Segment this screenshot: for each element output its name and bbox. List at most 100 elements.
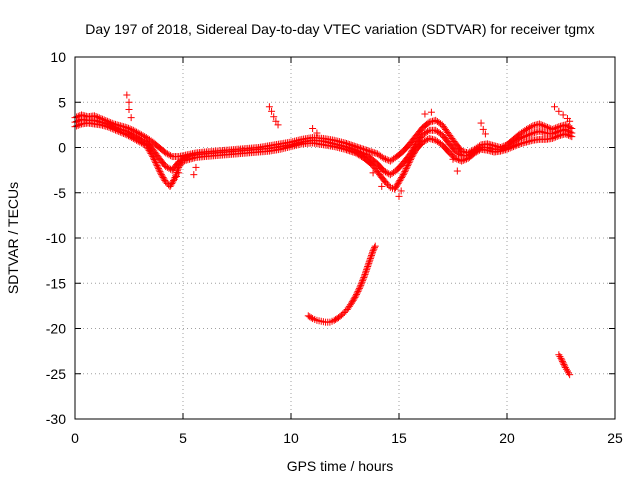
data-point	[380, 167, 388, 175]
data-point	[566, 117, 574, 125]
data-point	[360, 274, 368, 282]
data-point	[107, 121, 115, 129]
data-point	[133, 133, 141, 141]
data-point	[343, 143, 351, 151]
data-point	[365, 259, 373, 267]
data-point	[339, 310, 347, 318]
data-point	[481, 130, 489, 138]
x-tick-label: 0	[71, 430, 79, 446]
data-point	[129, 131, 137, 139]
data-point	[344, 144, 352, 152]
data-point	[127, 114, 135, 122]
data-point	[351, 293, 359, 301]
data-point	[471, 147, 479, 155]
data-point	[190, 171, 198, 179]
data-point	[395, 178, 403, 186]
x-tick-label: 25	[607, 430, 623, 446]
y-tick-label: -5	[54, 185, 67, 201]
data-point	[398, 172, 406, 180]
x-axis-label: GPS time / hours	[287, 458, 394, 474]
data-point	[369, 248, 377, 256]
data-point	[565, 127, 573, 135]
data-point	[524, 131, 532, 139]
data-point	[396, 176, 404, 184]
data-point	[309, 124, 317, 132]
data-point	[353, 290, 361, 298]
data-point	[383, 169, 391, 177]
data-point	[516, 134, 524, 142]
data-point	[151, 157, 159, 165]
data-point	[522, 125, 530, 133]
data-point	[544, 123, 551, 131]
data-point	[551, 103, 559, 111]
data-point	[162, 163, 170, 171]
data-point	[539, 121, 547, 129]
data-point	[402, 165, 410, 173]
data-point	[166, 182, 174, 190]
data-point	[265, 103, 273, 111]
data-point	[453, 167, 461, 175]
data-point	[565, 369, 573, 377]
grid-lines	[75, 57, 615, 419]
data-point	[382, 155, 389, 163]
data-point	[152, 159, 160, 167]
data-point	[274, 121, 282, 129]
y-tick-label: -20	[46, 321, 66, 337]
data-point	[349, 296, 357, 304]
data-point	[406, 151, 414, 159]
data-point	[370, 245, 378, 253]
data-point	[397, 175, 405, 183]
data-point	[407, 148, 415, 156]
data-point	[558, 357, 566, 365]
x-tick-label: 5	[179, 430, 187, 446]
data-point	[562, 365, 570, 373]
data-point	[182, 153, 190, 161]
data-point	[527, 123, 535, 131]
data-point	[124, 128, 132, 136]
y-tick-label: 5	[58, 94, 66, 110]
data-point	[378, 153, 386, 161]
data-point	[401, 168, 409, 176]
data-point	[152, 160, 160, 168]
data-point	[350, 146, 358, 154]
data-point	[125, 98, 133, 106]
x-tick-label: 10	[283, 430, 299, 446]
data-point	[518, 134, 526, 142]
data-point	[367, 148, 375, 156]
data-point	[566, 128, 574, 136]
data-point	[362, 269, 370, 277]
data-point	[371, 242, 379, 250]
data-point	[168, 180, 176, 188]
data-point	[559, 111, 567, 119]
data-point	[353, 147, 361, 155]
data-point	[268, 107, 276, 115]
data-point	[139, 136, 147, 144]
y-tick-label: 0	[58, 140, 66, 156]
data-point	[421, 110, 429, 118]
y-tick-label: -30	[46, 411, 66, 427]
data-point	[169, 177, 177, 185]
data-point	[410, 143, 418, 151]
data-point	[527, 130, 535, 138]
data-point	[560, 360, 568, 368]
data-point	[169, 178, 177, 186]
data-point	[131, 132, 139, 140]
data-point	[555, 351, 563, 359]
data-point	[398, 174, 406, 182]
data-point	[347, 299, 355, 307]
data-point	[392, 184, 400, 192]
data-point	[73, 117, 81, 125]
data-point	[561, 125, 569, 133]
data-point	[519, 133, 527, 141]
data-point	[449, 155, 457, 163]
data-point	[74, 117, 82, 125]
data-point	[304, 312, 312, 320]
data-point	[153, 162, 161, 170]
data-point	[456, 151, 464, 159]
data-point	[424, 119, 432, 127]
data-point	[178, 156, 186, 164]
data-point	[108, 122, 116, 130]
data-point	[306, 313, 314, 321]
data-point	[176, 157, 184, 165]
data-point	[553, 128, 561, 136]
